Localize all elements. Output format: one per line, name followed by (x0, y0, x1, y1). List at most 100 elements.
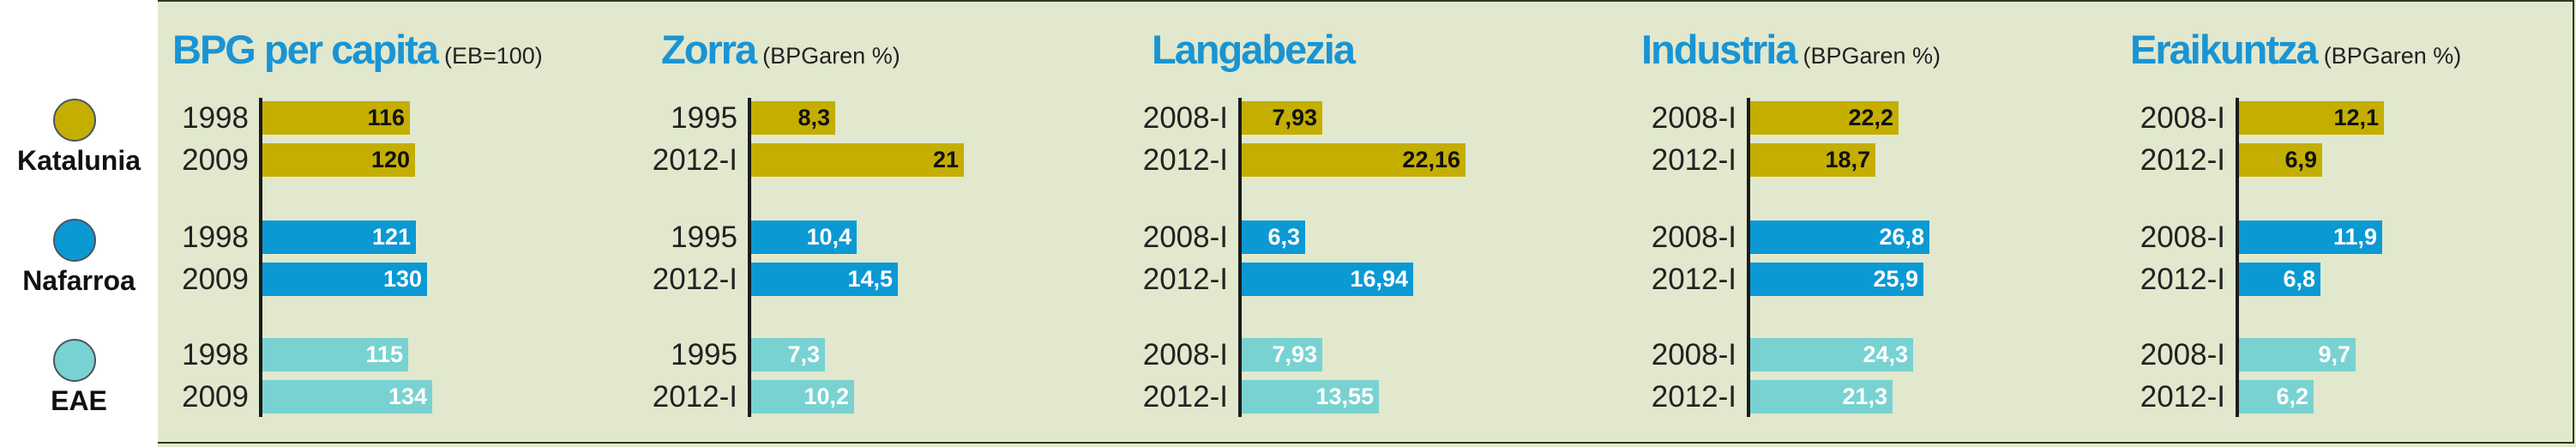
bar (751, 380, 854, 414)
category-label: 2012-I (652, 143, 737, 177)
category-label: 2012-I (2140, 263, 2225, 296)
bar (1750, 380, 1893, 414)
category-label: 1995 (671, 220, 737, 254)
data-label: 120 (370, 147, 410, 172)
panel-title-langabezia: Langabezia (1152, 26, 1361, 73)
region-legend: Katalunia Nafarroa EAE (0, 0, 158, 447)
data-label: 16,94 (1350, 266, 1408, 292)
bar (751, 263, 898, 296)
data-label: 115 (365, 341, 403, 367)
panel-title-zorra: Zorra (BPGaren %) (661, 26, 900, 73)
data-label: 7,3 (787, 341, 820, 367)
category-label: 2008-I (1651, 101, 1736, 135)
bar (751, 143, 964, 177)
data-label: 21 (932, 147, 959, 172)
bar (1242, 220, 1305, 254)
category-label: 1995 (671, 101, 737, 135)
category-label: 2008-I (1651, 338, 1736, 371)
category-label: 2012-I (2140, 380, 2225, 414)
axis-line (1238, 98, 1242, 417)
data-label: 134 (388, 384, 427, 409)
bar (1750, 143, 1875, 177)
data-label: 24,3 (1863, 341, 1908, 367)
panel-title-industria: Industria (BPGaren %) (1641, 26, 1941, 73)
category-label: 2008-I (2140, 338, 2225, 371)
bar (1242, 380, 1379, 414)
panel-title-eraikuntza: Eraikuntza (BPGaren %) (2130, 26, 2461, 73)
category-label: 2008-I (1142, 220, 1228, 254)
data-label: 6,3 (1267, 224, 1300, 250)
bar (1750, 220, 1929, 254)
data-label: 7,93 (1272, 341, 1317, 367)
data-label: 8,3 (797, 105, 830, 130)
nafarroa-color-dot (53, 219, 96, 262)
bar (2239, 143, 2322, 177)
data-label: 7,93 (1272, 105, 1317, 130)
category-label: 2012-I (652, 380, 737, 414)
category-label: 2009 (182, 263, 249, 296)
bar (751, 220, 857, 254)
bar (1242, 263, 1413, 296)
bar (2239, 338, 2356, 371)
category-label: 2008-I (1142, 338, 1228, 371)
data-label: 121 (371, 224, 411, 250)
axis-line (259, 98, 262, 417)
panel-subtitle-text: (BPGaren %) (762, 43, 900, 69)
bar (2239, 220, 2382, 254)
bar (1242, 143, 1466, 177)
data-label: 25,9 (1873, 266, 1918, 292)
bar (1242, 101, 1322, 135)
eae-color-dot (53, 339, 96, 382)
data-label: 6,9 (2284, 147, 2317, 172)
region-label-nafarroa: Nafarroa (22, 265, 135, 296)
category-label: 2008-I (2140, 220, 2225, 254)
panel-title-text: Langabezia (1152, 27, 1356, 72)
bar (262, 380, 432, 414)
category-label: 2012-I (2140, 143, 2225, 177)
data-label: 9,7 (2318, 341, 2350, 367)
category-label: 2012-I (1651, 143, 1736, 177)
bar (2239, 263, 2320, 296)
bar (2239, 101, 2384, 135)
category-label: 2009 (182, 143, 249, 177)
data-label: 10,2 (803, 384, 849, 409)
bar (262, 338, 408, 371)
chart-area (158, 0, 2574, 444)
data-label: 22,2 (1848, 105, 1893, 130)
data-label: 14,5 (847, 266, 893, 292)
data-label: 11,9 (2332, 224, 2377, 250)
bar (1242, 338, 1322, 371)
bar (2239, 380, 2314, 414)
data-label: 13,55 (1315, 384, 1374, 409)
panel-title-text: Industria (1641, 27, 1797, 72)
panel-subtitle-text: (EB=100) (443, 43, 543, 69)
bar (262, 143, 415, 177)
bar (1750, 338, 1913, 371)
category-label: 2012-I (1142, 143, 1228, 177)
bar (751, 101, 835, 135)
data-label: 21,3 (1842, 384, 1887, 409)
axis-line (1747, 98, 1750, 417)
data-label: 6,2 (2276, 384, 2308, 409)
category-label: 2012-I (1142, 380, 1228, 414)
data-label: 12,1 (2333, 105, 2379, 130)
bar (1750, 263, 1923, 296)
category-label: 1998 (182, 101, 249, 135)
data-label: 116 (367, 105, 405, 130)
bar (751, 338, 825, 371)
category-label: 2012-I (1142, 263, 1228, 296)
bar (1750, 101, 1899, 135)
category-label: 2012-I (1651, 263, 1736, 296)
bar (262, 263, 427, 296)
data-label: 22,16 (1402, 147, 1460, 172)
axis-line (748, 98, 751, 417)
category-label: 1995 (671, 338, 737, 371)
category-label: 2008-I (1142, 101, 1228, 135)
panel-subtitle-text: (BPGaren %) (2323, 43, 2462, 69)
category-label: 2008-I (1651, 220, 1736, 254)
panel-title-bpg: BPG per capita (EB=100) (172, 26, 543, 73)
region-label-eae: EAE (51, 385, 107, 416)
panel-subtitle-text: (BPGaren %) (1803, 43, 1941, 69)
axis-line (2236, 98, 2239, 417)
data-label: 6,8 (2283, 266, 2315, 292)
